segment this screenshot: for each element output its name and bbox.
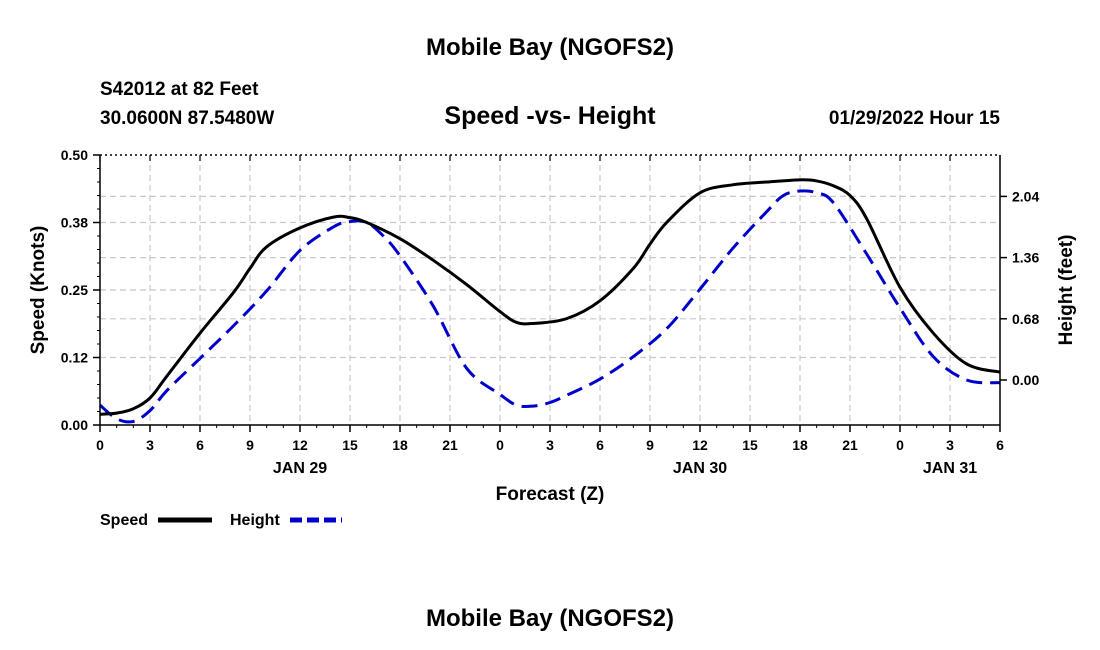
y-left-tick-label: 0.50 (61, 147, 88, 163)
x-tick-label: 6 (596, 437, 604, 453)
legend: Speed Height (100, 512, 342, 529)
station-coordinates: 30.0600N 87.5480W (100, 108, 274, 129)
date-labels: JAN 29 JAN 30 JAN 31 (273, 460, 977, 477)
y-left-tick-label: 0.25 (61, 282, 88, 298)
series-line-height (99, 189, 1001, 424)
x-tick-label: 21 (842, 437, 858, 453)
y-right-tick-label: 0.68 (1012, 311, 1039, 327)
x-tick-label: 3 (546, 437, 554, 453)
y-right-axis-ticks: 0.00 0.68 1.36 2.04 (1000, 188, 1039, 388)
series-line-speed (99, 178, 1001, 416)
y-right-tick-label: 2.04 (1012, 188, 1039, 204)
date-label: JAN 30 (673, 460, 727, 477)
date-label: JAN 31 (923, 460, 977, 477)
x-tick-label: 18 (792, 437, 808, 453)
legend-speed-label: Speed (100, 512, 148, 529)
station-name: S42012 at 82 Feet (100, 79, 259, 100)
y-right-axis-title: Height (feet) (1056, 235, 1077, 346)
x-axis-title: Forecast (Z) (496, 484, 605, 505)
y-left-axis-title: Speed (Knots) (28, 226, 49, 355)
page-title: Mobile Bay (NGOFS2) (426, 34, 674, 61)
x-tick-label: 21 (442, 437, 458, 453)
x-tick-label: 15 (742, 437, 758, 453)
x-tick-label: 9 (646, 437, 654, 453)
x-tick-label: 0 (896, 437, 904, 453)
y-left-tick-label: 0.38 (61, 215, 88, 231)
x-tick-label: 0 (96, 437, 104, 453)
footer-title: Mobile Bay (NGOFS2) (426, 605, 674, 632)
x-tick-label: 6 (996, 437, 1004, 453)
y-right-tick-label: 0.00 (1012, 372, 1039, 388)
x-tick-label: 9 (246, 437, 254, 453)
series-group (99, 178, 1001, 424)
forecast-timestamp: 01/29/2022 Hour 15 (829, 108, 1001, 129)
x-tick-label: 12 (692, 437, 708, 453)
date-label: JAN 29 (273, 460, 327, 477)
y-right-tick-label: 1.36 (1012, 250, 1039, 266)
x-tick-label: 12 (292, 437, 308, 453)
x-tick-label: 3 (946, 437, 954, 453)
x-tick-label: 6 (196, 437, 204, 453)
legend-height-label: Height (230, 512, 280, 529)
x-tick-label: 18 (392, 437, 408, 453)
x-tick-label: 3 (146, 437, 154, 453)
chart-title: Speed -vs- Height (444, 102, 656, 130)
x-tick-label: 0 (496, 437, 504, 453)
x-tick-label: 15 (342, 437, 358, 453)
x-axis-ticks: 0 3 6 9 12 15 18 21 0 3 6 9 12 15 18 21 0 3 6 (96, 155, 1004, 453)
y-left-tick-label: 0.00 (61, 417, 88, 433)
y-left-axis-ticks: 0.00 0.12 0.25 0.38 0.50 (61, 147, 100, 433)
y-left-tick-label: 0.12 (61, 350, 88, 366)
